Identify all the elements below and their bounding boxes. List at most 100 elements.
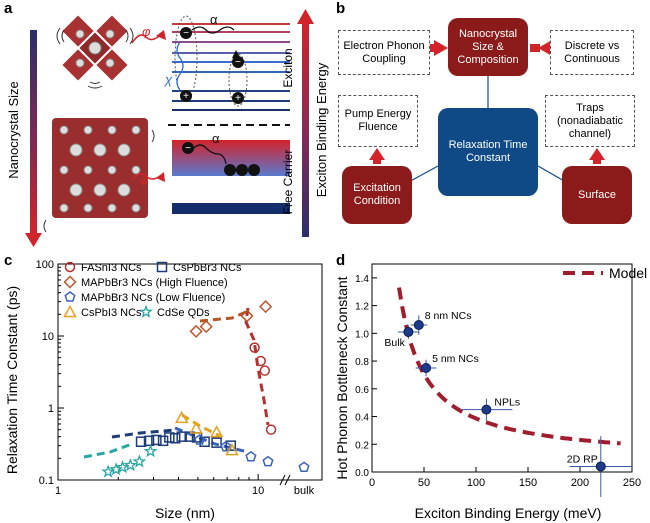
- legend-marker: [63, 275, 77, 289]
- discrete-vs-continuous-text: Discrete vs Continuous: [564, 39, 620, 65]
- data-point: [259, 300, 273, 314]
- data-point: [209, 425, 224, 438]
- chart-d-x-tick-label: 0: [369, 477, 375, 489]
- chart-d-points: Bulk 8 nm NCs 5 nm NCs NPLs 2D RP: [384, 310, 632, 497]
- data-point: [298, 461, 310, 473]
- discrete-vs-continuous-box: Discrete vs Continuous: [550, 30, 634, 75]
- chart-c-legend: FASnI3 NCs CsPbBr3 NCs MAPbBr3 NCs (High F…: [63, 261, 242, 319]
- data-point: [176, 431, 187, 442]
- electron-phonon-coupling-box: Electron Phonon Coupling: [338, 30, 430, 75]
- legend-marker: [156, 261, 168, 273]
- chart-c-y-tick-label: 0.1: [39, 475, 54, 487]
- data-point: [151, 434, 162, 446]
- data-point: [220, 440, 232, 452]
- point-label: 8 nm NCs: [425, 310, 472, 322]
- chart-d-x-tick-label: 200: [571, 477, 589, 489]
- chart-d-x-tick-label: 250: [623, 477, 641, 489]
- chart-d-x-tick-label: 150: [519, 477, 537, 489]
- phi-symbol-top: φ: [142, 24, 151, 39]
- data-point: [199, 436, 210, 447]
- legend-label: CdSe QDs: [157, 307, 210, 319]
- data-point: [143, 444, 158, 458]
- traps-text: Traps (nonadiabatic channel): [556, 101, 624, 140]
- data-point: [123, 457, 138, 472]
- chart-c-points: [101, 300, 310, 478]
- chart-c-y-tick-label: 100: [36, 259, 54, 271]
- chart-c-x-tick-label: 10: [252, 485, 264, 497]
- panel-label-b: b: [336, 0, 346, 17]
- svg-text:−: −: [185, 143, 191, 154]
- data-point: [199, 320, 213, 334]
- point-label: NPLs: [494, 397, 520, 409]
- data-point: [115, 459, 130, 474]
- data-point: [211, 437, 222, 448]
- data-point: [255, 355, 266, 367]
- panel-d-chart: 0.00.20.40.60.81.01.21.40 50 100 150 200 250 …: [334, 263, 647, 521]
- excitation-condition-box: Excitation Condition: [342, 166, 412, 224]
- chi-symbol: χ: [164, 72, 173, 87]
- data-point: [225, 443, 239, 456]
- data-point: [184, 431, 195, 442]
- chart-d-y-tick-label: 0.0: [355, 468, 369, 479]
- exciton-energy-levels: − + − +: [131, 15, 290, 111]
- chart-d-x-axis-label: Exciton Binding Energy (meV): [415, 505, 602, 521]
- electron-phonon-coupling-text: Electron Phonon Coupling: [343, 39, 425, 65]
- chart-c-x-axis-label: Size (nm): [155, 505, 215, 521]
- data-point: [169, 433, 181, 444]
- legend-marker: [139, 304, 153, 318]
- data-point: [421, 363, 432, 373]
- exciton-binding-energy-label: Exciton Binding Energy: [314, 62, 329, 197]
- nanocrystal-size-label: Nanocrystal Size: [6, 81, 21, 179]
- data-point: [132, 454, 147, 468]
- chart-c-x-tick-label: bulk: [294, 485, 315, 497]
- data-point: [174, 410, 189, 424]
- data-point: [595, 461, 606, 472]
- svg-text:+: +: [235, 93, 241, 104]
- chart-c-y-tick-label: 10: [42, 331, 54, 343]
- relaxation-time-constant-text: Relaxation Time Constant: [448, 139, 528, 164]
- legend-model-label: Model: [609, 265, 647, 281]
- chart-d-y-tick-label: 0.4: [355, 413, 369, 424]
- svg-text:−: −: [235, 57, 241, 68]
- model-curve: [397, 287, 621, 446]
- legend-marker: [63, 304, 77, 318]
- chart-d-y-tick-label: 1.4: [355, 274, 369, 285]
- exciton-label: Exciton: [281, 48, 295, 87]
- data-point: [262, 455, 274, 467]
- phi-symbol-bottom: φ: [140, 172, 149, 187]
- chart-c-axes: [57, 263, 323, 481]
- chart-d-y-tick-label: 0.6: [355, 385, 369, 396]
- data-point: [265, 424, 277, 435]
- chart-c-y-tick-label: 1: [48, 403, 54, 415]
- exciton-binding-energy-arrow: [297, 9, 314, 237]
- chart-d-y-tick-label: 0.8: [355, 357, 369, 368]
- data-point: [194, 434, 206, 445]
- surface-box: Surface: [562, 166, 632, 224]
- chart-d-x-tick-label: 100: [467, 477, 485, 489]
- legend-label: MAPbBr3 NCs (High Fluence): [81, 277, 228, 289]
- pump-energy-fluence-text: Pump Energy Fluence: [344, 108, 412, 133]
- data-point: [189, 324, 203, 338]
- panel-label-a: a: [4, 0, 13, 17]
- chart-d-x-tick-label: 50: [418, 477, 430, 489]
- point-label: Bulk: [384, 337, 405, 349]
- data-point: [101, 464, 116, 478]
- pump-energy-fluence-box: Pump Energy Fluence: [338, 95, 418, 147]
- point-label: 2D RP: [567, 453, 598, 465]
- legend-label: MAPbBr3 NCs (Low Fluence): [81, 292, 225, 304]
- nanocrystal-size-composition-text: Nanocrystal Size & Composition: [457, 27, 519, 66]
- chart-d-y-tick-label: 1.0: [355, 329, 369, 340]
- legend-label: FASnI3 NCs: [81, 262, 142, 274]
- legend-label: CsPbBr3 NCs: [173, 262, 242, 274]
- traps-box: Traps (nonadiabatic channel): [545, 95, 635, 147]
- data-point: [249, 342, 260, 353]
- alpha-symbol-bottom: α: [212, 131, 220, 146]
- chart-c-x-tick-label: 1: [55, 485, 61, 497]
- nanocrystal-size-composition-box: Nanocrystal Size & Composition: [448, 18, 528, 76]
- surface-text: Surface: [578, 188, 616, 201]
- excitation-condition-text: Excitation Condition: [353, 182, 401, 207]
- chart-c-y-axis-label: Relaxation Time Constant (ps): [4, 286, 20, 474]
- data-point: [135, 436, 147, 447]
